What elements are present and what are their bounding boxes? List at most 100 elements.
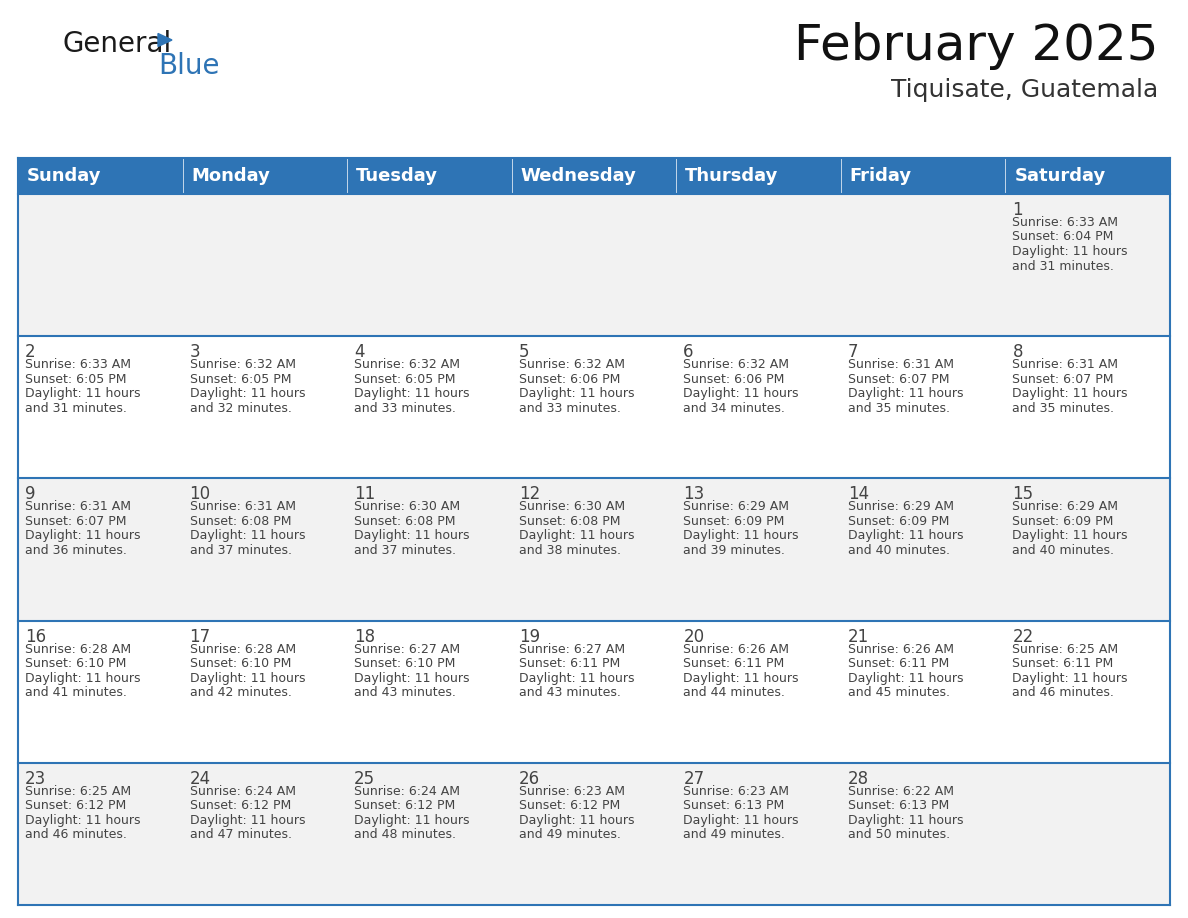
Text: Daylight: 11 hours: Daylight: 11 hours (190, 813, 305, 827)
Bar (676, 336, 841, 478)
Text: 5: 5 (519, 343, 529, 361)
Text: Sunset: 6:04 PM: Sunset: 6:04 PM (1012, 230, 1114, 243)
Bar (676, 194, 841, 336)
Text: 2: 2 (25, 343, 36, 361)
Text: Sunrise: 6:26 AM: Sunrise: 6:26 AM (848, 643, 954, 655)
Text: 25: 25 (354, 770, 375, 788)
Text: Tuesday: Tuesday (356, 167, 438, 185)
Text: Daylight: 11 hours: Daylight: 11 hours (190, 530, 305, 543)
Text: 16: 16 (25, 628, 46, 645)
Text: Sunset: 6:09 PM: Sunset: 6:09 PM (1012, 515, 1114, 528)
Text: Sunset: 6:12 PM: Sunset: 6:12 PM (25, 800, 126, 812)
Bar (512, 621, 676, 763)
Text: Sunset: 6:10 PM: Sunset: 6:10 PM (190, 657, 291, 670)
Text: 6: 6 (683, 343, 694, 361)
Bar (512, 158, 676, 194)
Text: Sunrise: 6:30 AM: Sunrise: 6:30 AM (519, 500, 625, 513)
Text: Sunrise: 6:24 AM: Sunrise: 6:24 AM (354, 785, 460, 798)
Text: Sunrise: 6:32 AM: Sunrise: 6:32 AM (354, 358, 460, 371)
Text: Sunset: 6:11 PM: Sunset: 6:11 PM (1012, 657, 1113, 670)
Text: Sunset: 6:06 PM: Sunset: 6:06 PM (519, 373, 620, 386)
Bar (183, 158, 347, 194)
Text: Saturday: Saturday (1015, 167, 1106, 185)
Text: Sunrise: 6:25 AM: Sunrise: 6:25 AM (1012, 643, 1119, 655)
Text: and 33 minutes.: and 33 minutes. (519, 402, 620, 415)
Bar (841, 194, 1005, 336)
Text: General: General (62, 30, 171, 58)
Bar (183, 478, 347, 621)
Text: Sunset: 6:07 PM: Sunset: 6:07 PM (1012, 373, 1114, 386)
Text: Sunrise: 6:24 AM: Sunrise: 6:24 AM (190, 785, 296, 798)
Polygon shape (158, 33, 172, 47)
Text: Daylight: 11 hours: Daylight: 11 hours (190, 387, 305, 400)
Text: Sunrise: 6:27 AM: Sunrise: 6:27 AM (354, 643, 460, 655)
Text: Sunrise: 6:28 AM: Sunrise: 6:28 AM (190, 643, 296, 655)
Text: Daylight: 11 hours: Daylight: 11 hours (519, 672, 634, 685)
Text: Sunset: 6:07 PM: Sunset: 6:07 PM (848, 373, 949, 386)
Text: Daylight: 11 hours: Daylight: 11 hours (25, 813, 140, 827)
Bar (512, 763, 676, 905)
Text: Sunrise: 6:30 AM: Sunrise: 6:30 AM (354, 500, 460, 513)
Text: Daylight: 11 hours: Daylight: 11 hours (354, 813, 469, 827)
Text: 12: 12 (519, 486, 541, 503)
Text: Sunrise: 6:29 AM: Sunrise: 6:29 AM (1012, 500, 1118, 513)
Text: Sunset: 6:12 PM: Sunset: 6:12 PM (519, 800, 620, 812)
Text: 9: 9 (25, 486, 36, 503)
Text: Daylight: 11 hours: Daylight: 11 hours (683, 672, 798, 685)
Bar (18, 158, 183, 194)
Text: Sunrise: 6:25 AM: Sunrise: 6:25 AM (25, 785, 131, 798)
Text: Daylight: 11 hours: Daylight: 11 hours (519, 813, 634, 827)
Text: Daylight: 11 hours: Daylight: 11 hours (1012, 387, 1127, 400)
Bar (841, 336, 1005, 478)
Text: Daylight: 11 hours: Daylight: 11 hours (1012, 245, 1127, 258)
Text: Wednesday: Wednesday (520, 167, 637, 185)
Text: and 49 minutes.: and 49 minutes. (683, 828, 785, 841)
Bar (347, 194, 512, 336)
Text: 11: 11 (354, 486, 375, 503)
Text: Sunset: 6:12 PM: Sunset: 6:12 PM (354, 800, 455, 812)
Text: Blue: Blue (158, 52, 220, 80)
Text: 20: 20 (683, 628, 704, 645)
Bar (1005, 158, 1170, 194)
Text: Sunrise: 6:33 AM: Sunrise: 6:33 AM (25, 358, 131, 371)
Text: Daylight: 11 hours: Daylight: 11 hours (354, 530, 469, 543)
Text: 21: 21 (848, 628, 870, 645)
Text: Sunset: 6:08 PM: Sunset: 6:08 PM (519, 515, 620, 528)
Text: February 2025: February 2025 (794, 22, 1158, 70)
Text: Sunrise: 6:32 AM: Sunrise: 6:32 AM (683, 358, 789, 371)
Text: Sunrise: 6:29 AM: Sunrise: 6:29 AM (848, 500, 954, 513)
Text: Sunset: 6:11 PM: Sunset: 6:11 PM (683, 657, 784, 670)
Text: Daylight: 11 hours: Daylight: 11 hours (354, 387, 469, 400)
Text: Sunset: 6:10 PM: Sunset: 6:10 PM (25, 657, 126, 670)
Text: 22: 22 (1012, 628, 1034, 645)
Text: 28: 28 (848, 770, 868, 788)
Text: 18: 18 (354, 628, 375, 645)
Bar (841, 763, 1005, 905)
Text: and 42 minutes.: and 42 minutes. (190, 686, 291, 700)
Text: and 44 minutes.: and 44 minutes. (683, 686, 785, 700)
Text: Sunset: 6:05 PM: Sunset: 6:05 PM (25, 373, 126, 386)
Text: Sunset: 6:12 PM: Sunset: 6:12 PM (190, 800, 291, 812)
Text: and 46 minutes.: and 46 minutes. (25, 828, 127, 841)
Text: and 35 minutes.: and 35 minutes. (848, 402, 950, 415)
Text: Sunset: 6:11 PM: Sunset: 6:11 PM (848, 657, 949, 670)
Text: Sunrise: 6:32 AM: Sunrise: 6:32 AM (519, 358, 625, 371)
Text: Daylight: 11 hours: Daylight: 11 hours (683, 813, 798, 827)
Text: 3: 3 (190, 343, 201, 361)
Text: and 40 minutes.: and 40 minutes. (1012, 543, 1114, 557)
Bar (676, 621, 841, 763)
Text: and 49 minutes.: and 49 minutes. (519, 828, 620, 841)
Bar (18, 478, 183, 621)
Bar (347, 763, 512, 905)
Bar (183, 621, 347, 763)
Text: Sunrise: 6:31 AM: Sunrise: 6:31 AM (848, 358, 954, 371)
Bar (1005, 336, 1170, 478)
Bar (512, 478, 676, 621)
Bar (18, 194, 183, 336)
Text: Sunrise: 6:29 AM: Sunrise: 6:29 AM (683, 500, 789, 513)
Text: Sunset: 6:09 PM: Sunset: 6:09 PM (683, 515, 784, 528)
Text: and 50 minutes.: and 50 minutes. (848, 828, 950, 841)
Text: Sunset: 6:07 PM: Sunset: 6:07 PM (25, 515, 126, 528)
Text: and 39 minutes.: and 39 minutes. (683, 543, 785, 557)
Text: Sunset: 6:11 PM: Sunset: 6:11 PM (519, 657, 620, 670)
